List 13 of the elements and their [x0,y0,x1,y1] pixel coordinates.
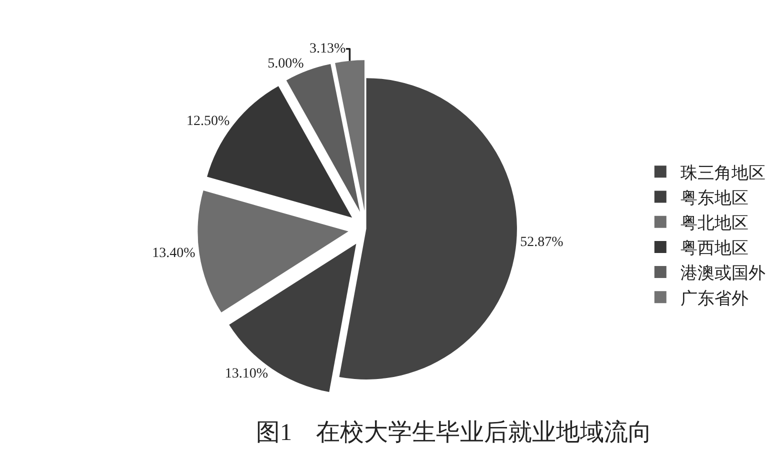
legend-label: 粤西地区 [680,238,748,258]
legend-label: 粤东地区 [680,188,748,208]
data-label: 13.10% [224,366,268,382]
data-label: 12.50% [186,114,230,129]
legend-label: 港澳或国外 [680,264,766,283]
legend-label: 珠三角地区 [680,163,766,182]
legend-label: 粤北地区 [680,213,748,232]
data-label: 52.87% [520,234,564,250]
data-label: 13.40% [152,246,196,262]
legend-label: 广东省外 [680,288,748,308]
data-label: 3.13% [309,41,346,56]
text: 图1 在校大学生毕业后就业地域流向 [256,419,652,446]
data-label: 5.00% [268,56,304,72]
